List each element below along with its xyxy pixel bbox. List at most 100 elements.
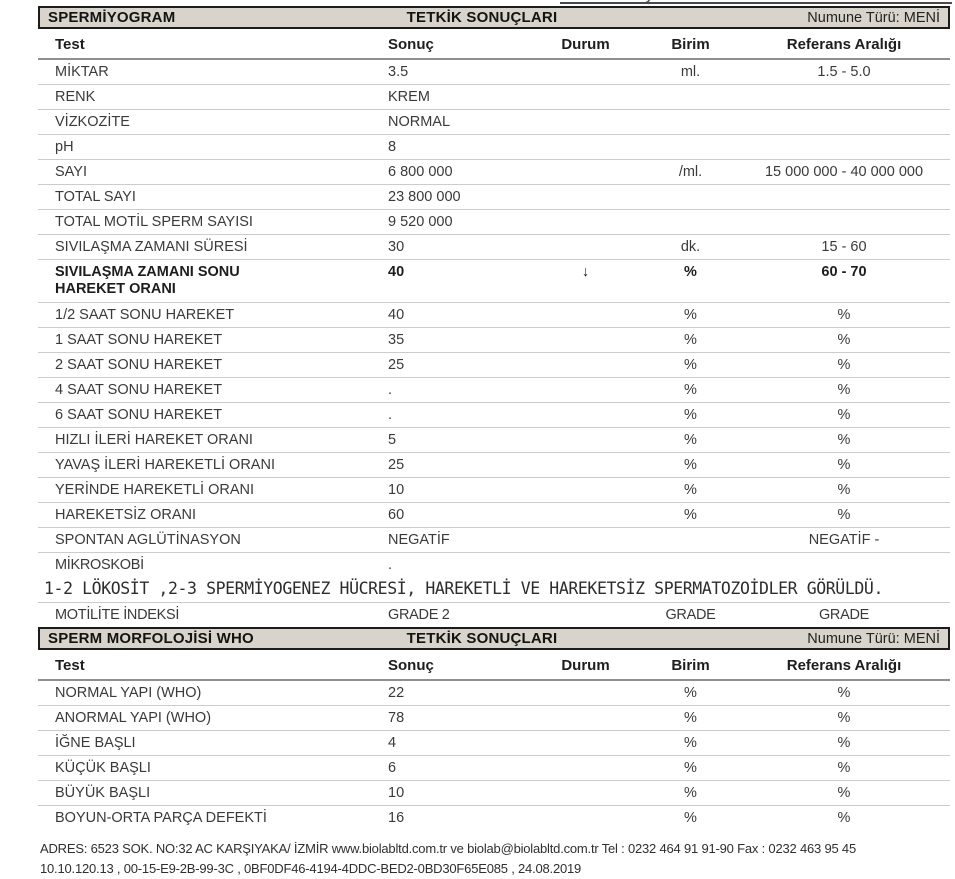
test-name: pH [55,139,74,155]
test-name: VİZKOZİTE [55,114,130,130]
result-value: 4 [388,735,397,751]
test-name: 2 SAAT SONU HAREKET [55,357,223,373]
unit-value [643,210,738,235]
test-name: SAYI [55,164,87,180]
result-value: 22 [388,685,405,701]
unit-value: % [684,785,697,801]
status-flag [528,85,643,110]
status-flag [528,160,643,185]
test-name: SIVILAŞMA ZAMANI SÜRESİ [55,239,248,255]
test-name: RENK [55,89,96,105]
test-name: YAVAŞ İLERİ HAREKETLİ ORANI [55,457,275,473]
table-row: TOTAL MOTİL SPERM SAYISI 9 520 000 [38,209,950,235]
status-flag [528,185,643,210]
reference-range: % [837,307,851,323]
result-value: 6 800 000 [388,164,453,180]
unit-value [643,110,738,135]
reference-range: % [837,482,851,498]
reference-range: % [837,357,851,373]
results-table: Test Sonuç Durum Birim Referans Aralığı … [38,652,950,830]
status-flag [528,110,643,135]
unit-value [643,135,738,160]
results-table: Test Sonuç Durum Birim Referans Aralığı … [38,31,950,627]
test-name: BOYUN-ORTA PARÇA DEFEKTİ [55,810,267,826]
reference-range: 1.5 - 5.0 [817,64,871,80]
footer-address-line: ADRES: 6523 SOK. NO:32 AC KARŞIYAKA/ İZM… [40,841,856,856]
reference-range: % [837,785,851,801]
table-row: NORMAL YAPI (WHO) 22%% [38,680,950,706]
section-header-bar: SPERMİYOGRAM TETKİK SONUÇLARI Numune Tür… [38,6,950,29]
section-center-title: TETKİK SONUÇLARI [406,9,558,26]
approval-date-value: : 24.08.2019 10:45 [840,0,950,2]
result-value: 8 [388,139,397,155]
table-row: ANORMAL YAPI (WHO) 78%% [38,705,950,731]
reference-range [738,85,950,110]
status-flag [528,528,643,553]
unit-value [643,85,738,110]
result-value: 25 [388,357,405,373]
test-name: SPONTAN AGLÜTİNASYON [55,532,241,548]
status-flag [528,756,643,781]
reference-range: % [837,407,851,423]
reference-range [738,553,950,578]
result-value: . [388,557,392,573]
status-flag [528,453,643,478]
test-name: BÜYÜK BAŞLI [55,785,151,801]
reference-range: NEGATİF - [808,532,880,548]
result-value: 9 520 000 [388,214,453,230]
status-flag: ↓ [581,264,590,280]
table-row: 1 SAAT SONU HAREKET 35%% [38,327,950,353]
table-row: İĞNE BAŞLI 4%% [38,730,950,756]
table-row: SAYI 6 800 000/ml. 15 000 000 - 40 000 000 [38,159,950,185]
column-header-result: Sonuç [388,657,434,674]
result-value: 78 [388,710,405,726]
status-flag [528,478,643,503]
reference-range: % [837,810,851,826]
section-title: SPERMİYOGRAM [48,9,176,26]
result-value: KREM [388,89,430,105]
test-name: ANORMAL YAPI (WHO) [55,710,212,726]
table-row: 1-2 LÖKOSİT ,2-3 SPERMİYOGENEZ HÜCRESİ, … [38,577,950,603]
table-row: YERİNDE HAREKETLİ ORANI 10%% [38,477,950,503]
table-row: BOYUN-ORTA PARÇA DEFEKTİ 16%% [38,805,950,831]
reference-range: % [837,760,851,776]
status-flag [528,353,643,378]
table-row: BÜYÜK BAŞLI 10%% [38,780,950,806]
sample-type-label: Numune Türü: MENİ [807,9,940,26]
test-name: HAREKETSİZ ORANI [55,507,196,523]
status-flag [528,680,643,706]
result-value: 40 [388,264,405,280]
unit-value: /ml. [678,164,703,180]
column-header-referans: Referans Aralığı [786,657,902,674]
unit-value: % [684,710,697,726]
section-center-title: TETKİK SONUÇLARI [406,630,558,647]
table-row: HIZLI İLERİ HAREKET ORANI 5%% [38,427,950,453]
unit-value: % [684,507,697,523]
section-header-bar: SPERM MORFOLOJİSİ WHO TETKİK SONUÇLARI N… [38,627,950,650]
reference-range: % [837,432,851,448]
column-header-result: Sonuç [388,36,434,53]
column-header-test: Test [55,36,85,53]
test-name: 6 SAAT SONU HAREKET [55,407,223,423]
status-flag [528,553,643,578]
status-flag [528,428,643,453]
result-value: 23 800 000 [388,189,461,205]
table-row: SIVILAŞMA ZAMANI SONU HAREKET ORANI 40 ↓% 6… [38,259,950,303]
unit-value: % [684,482,697,498]
reference-range [738,135,950,160]
result-value: NORMAL [388,114,451,130]
table-row: YAVAŞ İLERİ HAREKETLİ ORANI 25%% [38,452,950,478]
test-name: NORMAL YAPI (WHO) [55,685,202,701]
result-value: GRADE 2 [388,607,450,623]
table-row: pH 8 [38,134,950,160]
reference-range [738,110,950,135]
unit-value [643,528,738,553]
unit-value: % [684,357,697,373]
result-value: 5 [388,432,397,448]
reference-range [738,210,950,235]
result-value: 10 [388,482,405,498]
reference-range: % [837,507,851,523]
clipped-approval-line: Uzman Onay Tarihi : 24.08.2019 10:45 [560,0,952,4]
result-value: 16 [388,810,405,826]
reference-range: GRADE [818,607,870,623]
